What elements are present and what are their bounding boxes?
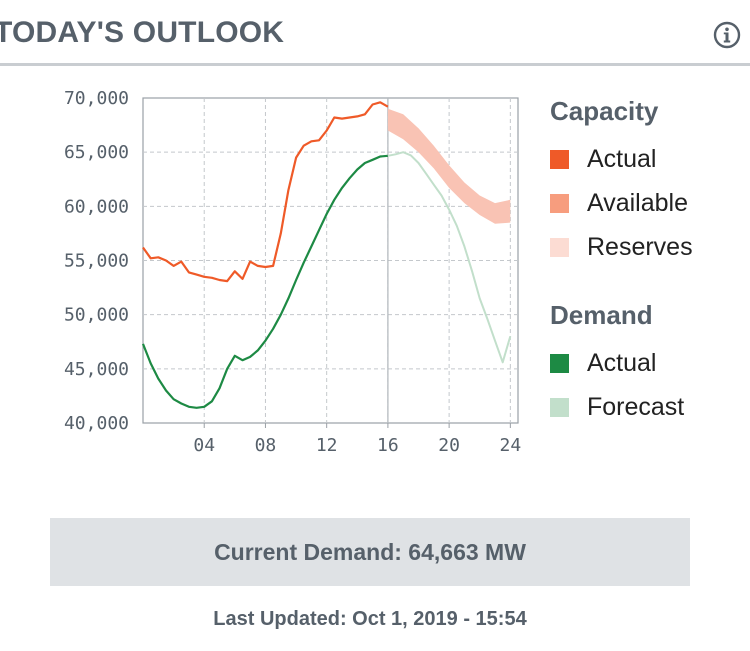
- y-tick-label: 55,000: [64, 251, 129, 272]
- legend-capacity-group: Capacity Actual Available Reserves: [550, 95, 750, 269]
- x-tick-label: 12: [316, 435, 338, 456]
- x-tick-label: 24: [500, 435, 522, 456]
- legend-item-demand-actual[interactable]: Actual: [550, 341, 750, 385]
- legend-item-capacity-actual[interactable]: Actual: [550, 137, 750, 181]
- legend-label: Reserves: [587, 232, 693, 261]
- legend-label: Actual: [587, 144, 657, 173]
- legend-capacity-title: Capacity: [550, 96, 659, 126]
- y-axis: 40,000 45,000 50,000 55,000 60,000 65,000 70,0…: [64, 88, 129, 434]
- y-tick-label: 60,000: [64, 196, 129, 217]
- page-title: TODAY'S OUTLOOK: [0, 16, 285, 49]
- header: TODAY'S OUTLOOK: [0, 0, 750, 66]
- x-tick-label: 16: [377, 435, 399, 456]
- current-demand-text: Current Demand: 64,663 MW: [214, 538, 526, 565]
- chart-series: [141, 101, 512, 409]
- reserves-band: [387, 108, 511, 224]
- chart-legend: Capacity Actual Available Reserves Deman…: [550, 95, 750, 429]
- demand-forecast-line: [387, 151, 512, 364]
- legend-label: Forecast: [587, 392, 685, 421]
- legend-swatch: [550, 353, 569, 373]
- legend-label: Available: [587, 188, 689, 217]
- y-tick-label: 65,000: [64, 142, 129, 163]
- current-demand-box: Current Demand: 64,663 MW: [50, 518, 690, 586]
- x-tick-label: 04: [193, 435, 215, 456]
- chart-grid: [142, 97, 519, 428]
- x-axis: 04 08 12 16 20 24: [193, 435, 521, 456]
- x-tick-label: 20: [438, 435, 460, 456]
- legend-label: Actual: [587, 348, 657, 377]
- y-tick-label: 70,000: [64, 88, 129, 109]
- outlook-chart: 40,000 45,000 50,000 55,000 60,000 65,000 70,0…: [64, 88, 521, 456]
- y-tick-label: 50,000: [64, 305, 129, 326]
- legend-swatch: [550, 397, 569, 417]
- y-tick-label: 45,000: [64, 359, 129, 380]
- demand-actual-line: [141, 154, 388, 409]
- x-tick-label: 08: [255, 435, 277, 456]
- legend-demand-group: Demand Actual Forecast: [550, 299, 750, 429]
- capacity-actual-line: [142, 101, 389, 283]
- legend-item-demand-forecast[interactable]: Forecast: [550, 385, 750, 429]
- y-tick-label: 40,000: [64, 413, 129, 434]
- legend-swatch: [550, 237, 569, 257]
- legend-item-capacity-available[interactable]: Available: [550, 181, 750, 225]
- legend-swatch: [550, 193, 569, 213]
- legend-demand-title: Demand: [550, 300, 653, 330]
- info-circle-icon[interactable]: [712, 20, 742, 50]
- last-updated: Last Updated: Oct 1, 2019 - 15:54: [213, 608, 527, 630]
- legend-item-capacity-reserves[interactable]: Reserves: [550, 225, 750, 269]
- legend-swatch: [550, 149, 569, 169]
